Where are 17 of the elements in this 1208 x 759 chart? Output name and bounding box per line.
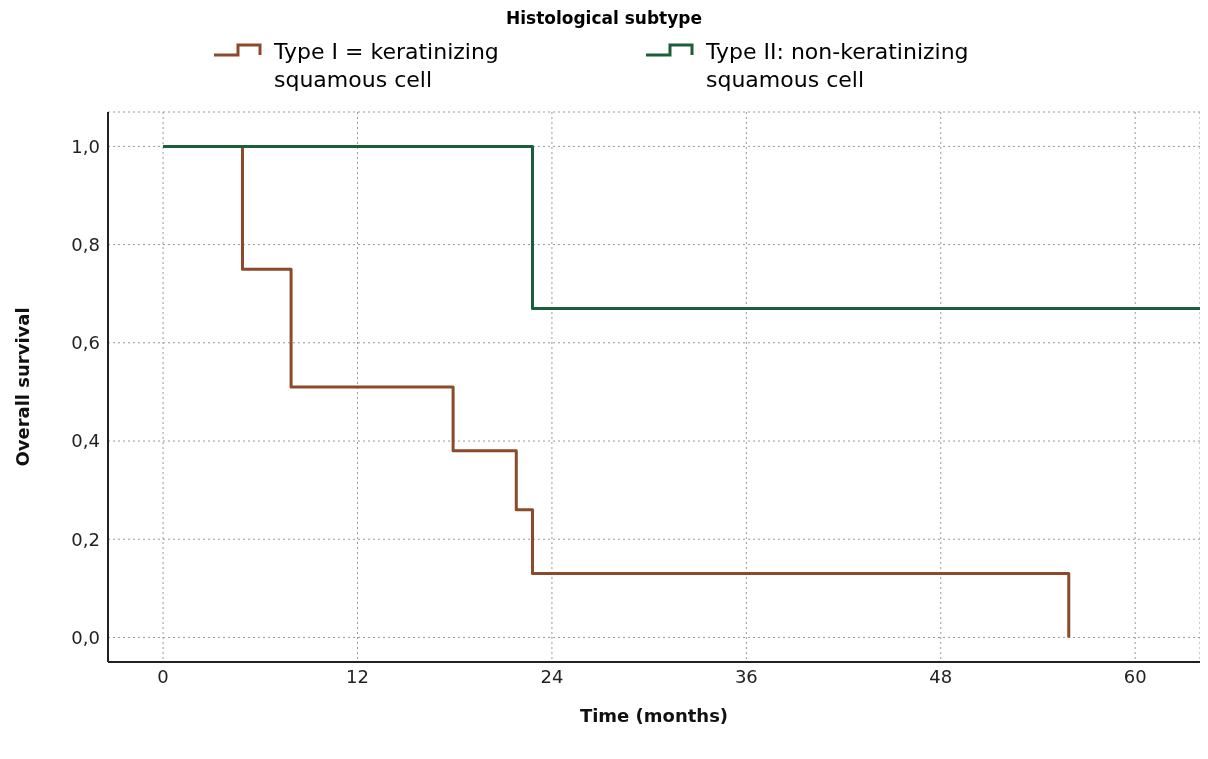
- legend-label: Type I = keratinizing squamous cell: [274, 38, 500, 94]
- x-tick-label: 12: [346, 665, 369, 687]
- x-tick-label: 24: [540, 665, 564, 687]
- x-tick-label: 48: [929, 665, 953, 687]
- y-tick-label: 1,0: [71, 135, 100, 157]
- y-axis-title: Overall survival: [12, 307, 34, 467]
- y-tick-label: 0,8: [71, 233, 100, 255]
- x-tick-label: 36: [734, 665, 758, 687]
- x-tick-label: 60: [1123, 665, 1147, 687]
- x-axis-title: Time (months): [579, 705, 729, 726]
- legend-title: Histological subtype: [505, 8, 703, 28]
- legend-label: Type II: non-keratinizing squamous cell: [706, 38, 970, 94]
- y-tick-label: 0,6: [71, 332, 100, 354]
- x-tick-label: 0: [157, 665, 169, 687]
- y-tick-label: 0,2: [71, 528, 100, 550]
- y-tick-label: 0,4: [71, 430, 100, 452]
- y-tick-label: 0,0: [71, 626, 100, 648]
